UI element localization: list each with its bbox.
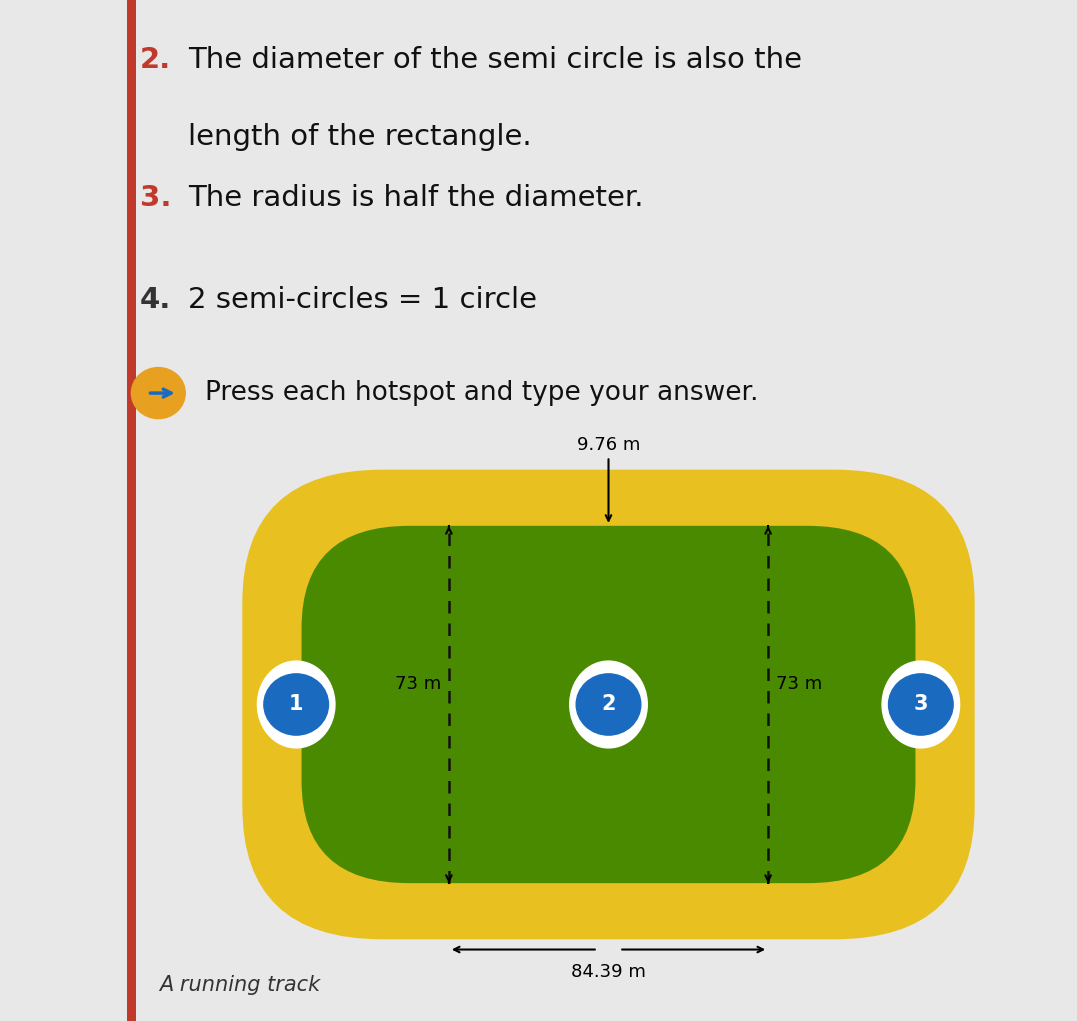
Circle shape <box>576 674 641 735</box>
Text: 3: 3 <box>913 694 928 715</box>
Text: 73 m: 73 m <box>775 675 822 693</box>
Text: 73 m: 73 m <box>395 675 442 693</box>
Text: 2.: 2. <box>140 46 171 74</box>
FancyBboxPatch shape <box>302 526 915 883</box>
Ellipse shape <box>257 662 335 747</box>
Text: The radius is half the diameter.: The radius is half the diameter. <box>188 184 644 211</box>
Text: The diameter of the semi circle is also the: The diameter of the semi circle is also … <box>188 46 802 74</box>
Text: 9.76 m: 9.76 m <box>577 436 640 454</box>
Text: A running track: A running track <box>159 975 321 995</box>
Text: 4.: 4. <box>140 286 171 313</box>
Text: 1: 1 <box>289 694 304 715</box>
Text: 2: 2 <box>601 694 616 715</box>
Text: Press each hotspot and type your answer.: Press each hotspot and type your answer. <box>205 380 758 406</box>
Text: 2 semi-circles = 1 circle: 2 semi-circles = 1 circle <box>188 286 537 313</box>
FancyBboxPatch shape <box>242 470 975 939</box>
Text: 3.: 3. <box>140 184 171 211</box>
Ellipse shape <box>882 662 960 747</box>
Text: length of the rectangle.: length of the rectangle. <box>188 123 532 150</box>
Text: 84.39 m: 84.39 m <box>571 963 646 981</box>
Circle shape <box>131 368 185 419</box>
Circle shape <box>889 674 953 735</box>
Circle shape <box>264 674 328 735</box>
FancyBboxPatch shape <box>127 0 136 1021</box>
Ellipse shape <box>570 662 647 747</box>
